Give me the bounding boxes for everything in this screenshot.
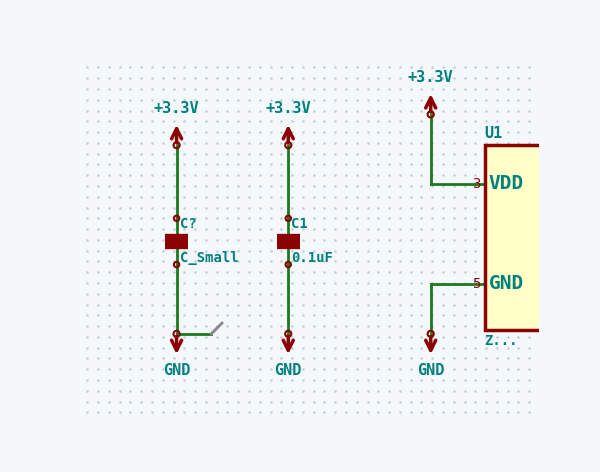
Text: +3.3V: +3.3V — [154, 101, 199, 116]
Text: 3: 3 — [472, 177, 481, 191]
Text: C_Small: C_Small — [179, 252, 238, 265]
Text: C?: C? — [179, 218, 196, 231]
Text: 5: 5 — [472, 277, 481, 291]
Text: GND: GND — [488, 274, 524, 293]
Text: GND: GND — [163, 363, 190, 378]
Text: Z...: Z... — [485, 334, 518, 348]
Text: U1: U1 — [485, 126, 503, 141]
Text: GND: GND — [417, 363, 445, 378]
Text: 0.1uF: 0.1uF — [292, 252, 333, 265]
Text: +3.3V: +3.3V — [265, 101, 311, 116]
Text: GND: GND — [275, 363, 302, 378]
Text: VDD: VDD — [488, 174, 524, 193]
Text: +3.3V: +3.3V — [408, 70, 454, 85]
Bar — [485, 145, 546, 330]
Text: C1: C1 — [292, 218, 308, 231]
